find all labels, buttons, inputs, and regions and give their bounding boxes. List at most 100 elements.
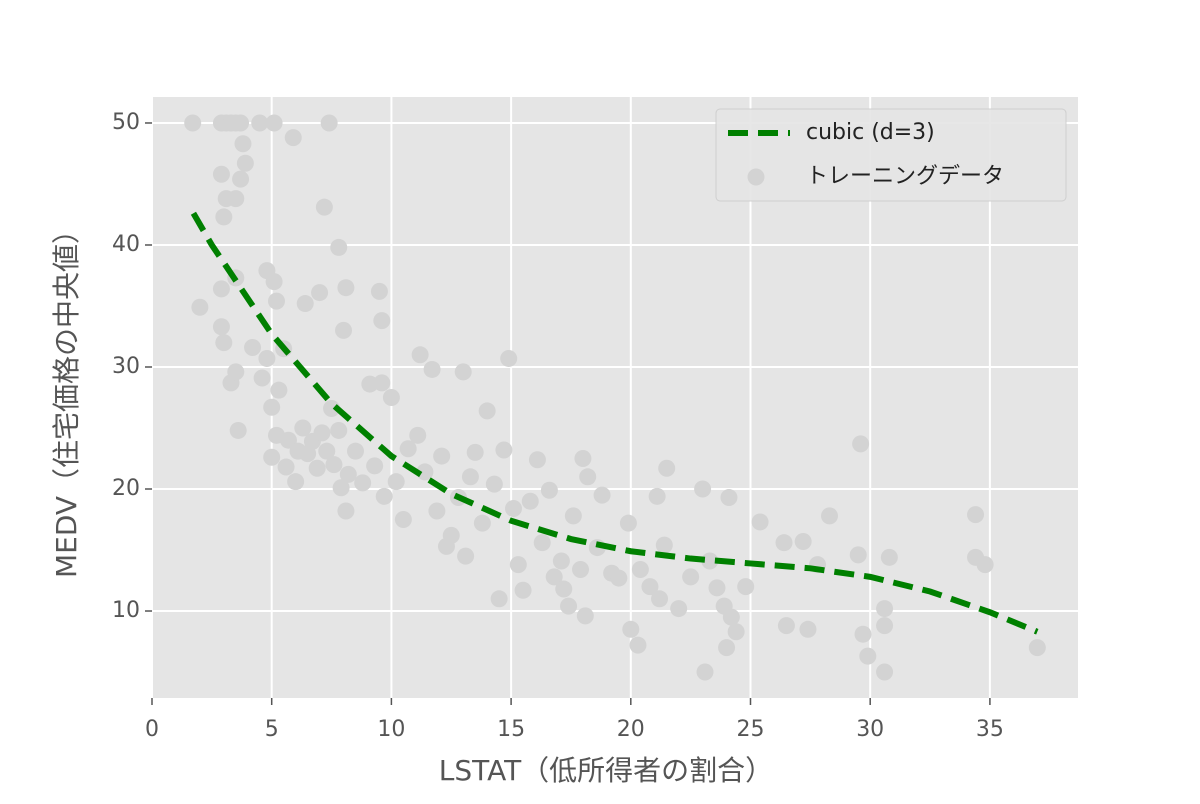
point	[576, 607, 594, 625]
point	[229, 421, 247, 439]
point	[528, 451, 546, 469]
point	[514, 581, 532, 599]
point	[461, 468, 479, 486]
point	[533, 534, 551, 552]
point	[545, 568, 563, 586]
point	[387, 473, 405, 491]
fit-line	[190, 211, 1039, 635]
point	[509, 556, 527, 574]
point	[339, 465, 357, 483]
point	[265, 273, 283, 291]
point	[466, 443, 484, 461]
point	[708, 579, 726, 597]
point	[227, 363, 245, 381]
y-tick-label: 30	[112, 354, 140, 379]
point	[263, 398, 281, 416]
point	[323, 399, 341, 417]
point	[258, 349, 276, 367]
legend-label: cubic (d=3)	[806, 120, 935, 145]
x-tick-label: 25	[737, 717, 765, 742]
point	[751, 513, 769, 531]
point	[727, 623, 745, 641]
point	[332, 479, 350, 497]
point	[490, 590, 508, 608]
point	[821, 507, 839, 525]
point	[399, 440, 417, 458]
point	[579, 468, 597, 486]
point	[852, 435, 870, 453]
point	[619, 514, 637, 532]
point	[876, 600, 894, 618]
x-tick-label: 15	[497, 717, 525, 742]
point	[648, 487, 666, 505]
point	[876, 663, 894, 681]
point	[308, 459, 326, 477]
point	[409, 426, 427, 444]
y-axis-label: MEDV（住宅価格の中央値）	[50, 216, 83, 578]
point	[366, 457, 384, 475]
point	[500, 349, 518, 367]
point	[794, 532, 812, 550]
point	[473, 514, 491, 532]
point	[428, 502, 446, 520]
point	[212, 280, 230, 298]
point	[859, 647, 877, 665]
point	[325, 456, 343, 474]
axes: 0 5 10 15 20 25 30 35 10 20 30 40 50	[112, 110, 1004, 742]
point	[373, 374, 391, 392]
point	[265, 114, 283, 132]
y-tick-label: 50	[112, 110, 140, 135]
point	[423, 360, 441, 378]
x-tick-label: 5	[265, 717, 279, 742]
point	[354, 474, 372, 492]
point	[658, 459, 676, 477]
point	[610, 569, 628, 587]
point	[318, 442, 336, 460]
point	[631, 561, 649, 579]
point	[967, 506, 985, 524]
y-tick-label: 20	[112, 476, 140, 501]
legend-swatch	[747, 168, 765, 186]
point	[284, 129, 302, 147]
y-tick-label: 10	[112, 598, 140, 623]
point	[232, 170, 250, 188]
y-tick-label: 40	[112, 232, 140, 257]
point	[416, 463, 434, 481]
point	[212, 318, 230, 336]
point	[263, 448, 281, 466]
point	[655, 536, 673, 554]
legend-label: トレーニングデータ	[806, 164, 1004, 189]
point	[330, 238, 348, 256]
point	[629, 636, 647, 654]
point	[394, 511, 412, 529]
point	[313, 424, 331, 442]
point	[232, 114, 250, 132]
point	[442, 526, 460, 544]
point	[270, 381, 288, 399]
point	[555, 580, 573, 598]
point	[574, 450, 592, 468]
point	[622, 620, 640, 638]
point	[777, 617, 795, 635]
point	[184, 114, 202, 132]
point	[315, 198, 333, 216]
x-tick-label: 10	[377, 717, 405, 742]
point	[521, 492, 539, 510]
point	[682, 568, 700, 586]
point	[1028, 639, 1046, 657]
point	[234, 135, 252, 153]
point	[540, 481, 558, 499]
point	[382, 389, 400, 406]
point	[244, 338, 262, 356]
point	[215, 208, 233, 226]
point	[572, 561, 590, 579]
point	[267, 292, 285, 310]
x-tick-label: 0	[145, 717, 159, 742]
point	[564, 507, 582, 525]
point	[775, 534, 793, 552]
point	[287, 473, 305, 491]
point	[212, 165, 230, 183]
x-tick-label: 35	[976, 717, 1004, 742]
